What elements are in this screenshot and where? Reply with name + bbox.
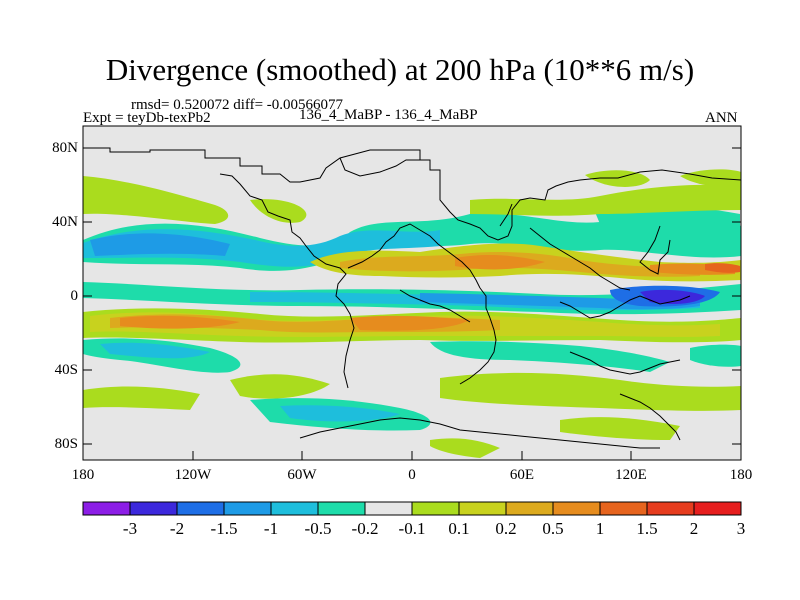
lat-label-40n: 40N bbox=[52, 214, 78, 230]
field-contours bbox=[83, 169, 741, 458]
colorbar-label: 0.2 bbox=[495, 519, 517, 538]
colorbar-label: -0.5 bbox=[304, 519, 332, 538]
colorbar-label: -3 bbox=[122, 519, 138, 538]
colorbar-label: -2 bbox=[169, 519, 185, 538]
colorbar-swatch bbox=[693, 501, 742, 516]
lon-label-180e: 180 bbox=[729, 467, 753, 483]
colorbar-swatch bbox=[458, 501, 507, 516]
case-label: 136_4_MaBP - 136_4_MaBP bbox=[299, 107, 478, 123]
axis-ticks bbox=[83, 147, 741, 460]
colorbar-label: 1.5 bbox=[636, 519, 658, 538]
lon-label-180w: 180 bbox=[71, 467, 95, 483]
colorbar-swatch bbox=[270, 501, 319, 516]
colorbar-label: 2 bbox=[689, 519, 699, 538]
colorbar-swatch bbox=[599, 501, 648, 516]
lon-label-60w: 60W bbox=[287, 467, 317, 483]
period-label: ANN bbox=[705, 110, 738, 126]
colorbar-swatch bbox=[129, 501, 178, 516]
colorbar-label: -1.5 bbox=[210, 519, 238, 538]
lat-label-eq: 0 bbox=[70, 288, 79, 304]
colorbar-swatch bbox=[223, 501, 272, 516]
coastlines bbox=[83, 147, 741, 449]
colorbar-swatch bbox=[82, 501, 131, 516]
lon-label-60e: 60E bbox=[509, 467, 535, 483]
experiment-label: Expt = teyDb-texPb2 bbox=[83, 110, 211, 126]
plot-title: Divergence (smoothed) at 200 hPa (10**6 … bbox=[105, 52, 695, 87]
colorbar bbox=[82, 501, 742, 516]
colorbar-swatch bbox=[552, 501, 601, 516]
colorbar-swatch bbox=[505, 501, 554, 516]
colorbar-label: 0.1 bbox=[448, 519, 470, 538]
colorbar-label: 3 bbox=[736, 519, 746, 538]
lon-label-120e: 120E bbox=[615, 467, 647, 483]
colorbar-swatch bbox=[176, 501, 225, 516]
colorbar-label: 1 bbox=[595, 519, 605, 538]
colorbar-swatch bbox=[364, 501, 413, 516]
lat-label-80s: 80S bbox=[54, 436, 78, 452]
colorbar-swatch bbox=[646, 501, 695, 516]
colorbar-swatch bbox=[317, 501, 366, 516]
colorbar-label: -1 bbox=[263, 519, 279, 538]
colorbar-label: -0.2 bbox=[351, 519, 379, 538]
stats-text: rmsd= 0.520072 diff= -0.00566077 bbox=[131, 97, 344, 113]
colorbar-swatch bbox=[411, 501, 460, 516]
lon-label-120w: 120W bbox=[174, 467, 212, 483]
lat-label-40s: 40S bbox=[54, 362, 78, 378]
lat-label-80n: 80N bbox=[52, 140, 78, 156]
colorbar-label: 0.5 bbox=[542, 519, 564, 538]
lon-label-0: 0 bbox=[408, 467, 416, 483]
colorbar-label: -0.1 bbox=[398, 519, 426, 538]
